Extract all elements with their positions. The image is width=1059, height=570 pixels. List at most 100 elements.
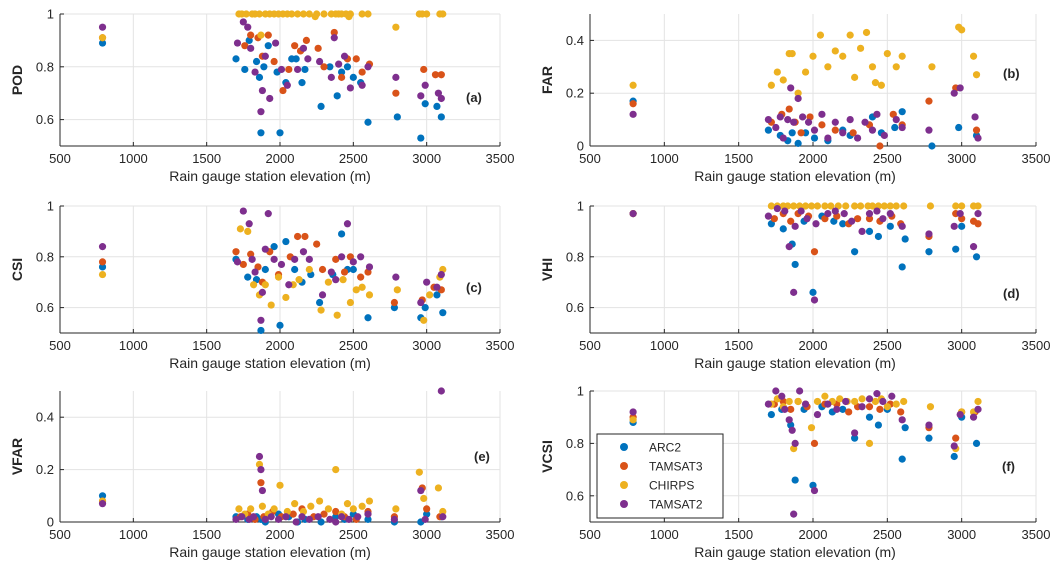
data-point [871, 397, 880, 406]
data-point [330, 28, 338, 37]
data-point [421, 304, 429, 312]
data-point [791, 260, 799, 269]
data-point [298, 79, 306, 87]
series-tamsat2 [98, 207, 445, 324]
x-tick-label: 3000 [947, 338, 976, 353]
data-point [291, 255, 299, 263]
data-point [267, 513, 275, 521]
data-point [950, 452, 958, 461]
data-point [785, 243, 793, 251]
data-point [239, 18, 247, 26]
series-tamsat2 [629, 84, 982, 142]
data-point [974, 405, 982, 413]
data-point [261, 281, 269, 289]
data-point [282, 513, 290, 521]
data-point [439, 10, 447, 18]
data-point [972, 71, 981, 79]
x-tick-label: 500 [579, 338, 601, 353]
data-point [421, 515, 429, 523]
data-point [901, 235, 909, 243]
data-point [886, 202, 894, 210]
data-point [365, 497, 374, 505]
legend-marker [620, 443, 628, 451]
data-point [831, 207, 839, 215]
x-tick-label: 2000 [266, 527, 295, 542]
data-point [276, 481, 284, 489]
data-point [849, 129, 857, 137]
data-point [952, 434, 960, 442]
data-point [831, 126, 839, 134]
data-point [238, 513, 246, 521]
data-point [629, 416, 637, 424]
data-point [392, 505, 400, 513]
data-point [349, 258, 357, 266]
x-tick-label: 1000 [119, 338, 148, 353]
data-point [270, 505, 278, 513]
x-tick-label: 2500 [339, 527, 368, 542]
data-point [892, 400, 900, 408]
data-point [364, 63, 372, 71]
data-point [365, 291, 374, 299]
data-point [974, 134, 982, 142]
data-point [629, 210, 637, 218]
data-point [873, 390, 881, 398]
data-point [255, 73, 264, 81]
x-axis-label: Rain gauge station elevation (m) [169, 168, 371, 184]
data-point [794, 139, 802, 147]
data-point [813, 410, 822, 419]
y-tick-label: 0.6 [36, 300, 54, 315]
data-point [292, 518, 300, 526]
data-point [332, 255, 340, 263]
data-point [629, 100, 637, 108]
data-point [232, 515, 240, 523]
data-point [98, 263, 107, 271]
data-point [417, 486, 425, 495]
data-point [969, 243, 978, 251]
data-point [274, 273, 283, 281]
data-point [393, 286, 401, 294]
data-point [346, 298, 354, 307]
data-point [876, 405, 884, 413]
data-point [291, 265, 299, 274]
data-point [358, 81, 366, 89]
data-point [236, 225, 244, 233]
data-point [276, 129, 284, 137]
data-point [420, 316, 428, 324]
data-point [324, 278, 332, 286]
data-point [317, 102, 325, 110]
data-point [868, 63, 877, 71]
x-tick-label: 3500 [1022, 527, 1051, 542]
y-tick-label: 1 [47, 7, 54, 22]
data-point [779, 134, 787, 142]
data-point [316, 298, 324, 307]
x-tick-label: 2000 [266, 151, 295, 166]
data-point [791, 439, 799, 447]
y-tick-label: 0.6 [566, 488, 584, 503]
x-tick-label: 3000 [947, 527, 976, 542]
data-point [879, 397, 887, 406]
data-point [433, 291, 441, 299]
data-point [856, 44, 865, 52]
data-point [790, 510, 798, 518]
data-point [972, 439, 981, 447]
panel-tag: (a) [466, 90, 482, 105]
y-tick-label: 0.8 [566, 436, 584, 451]
data-point [796, 387, 804, 395]
data-point [257, 326, 265, 335]
data-point [301, 65, 309, 74]
data-point [305, 10, 313, 18]
data-point [270, 255, 278, 263]
data-point [801, 202, 810, 210]
x-axis-label: Rain gauge station elevation (m) [694, 355, 896, 371]
data-point [437, 113, 445, 121]
data-point [292, 55, 300, 63]
data-point [925, 97, 933, 105]
x-axis-label: Rain gauge station elevation (m) [694, 544, 896, 560]
data-point [851, 248, 859, 256]
data-point [392, 273, 400, 281]
data-point [803, 215, 811, 223]
data-point [791, 222, 799, 230]
data-point [764, 400, 773, 408]
legend-label: CHIRPS [649, 479, 694, 493]
data-point [305, 515, 313, 523]
